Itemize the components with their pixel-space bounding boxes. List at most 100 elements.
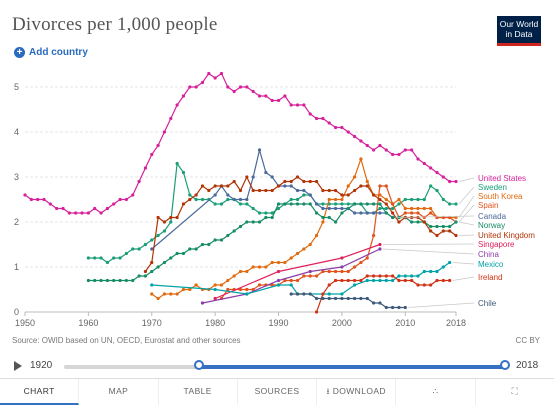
timeline-start-label: 1920 [30, 360, 53, 371]
timeline-selected-range [199, 365, 505, 369]
license-link[interactable]: CC BY [515, 336, 540, 345]
data-point [346, 130, 350, 134]
data-point [416, 283, 420, 287]
data-point [264, 170, 268, 175]
data-point [410, 211, 414, 215]
legend-connector [382, 248, 475, 255]
data-point [118, 256, 122, 260]
download-icon: ⭳ [326, 386, 330, 396]
fullscreen-icon[interactable]: ⛶ [511, 386, 518, 396]
data-point [441, 175, 445, 179]
download-label: DOWNLOAD [332, 386, 386, 396]
data-point [308, 202, 312, 206]
data-point [314, 274, 319, 278]
data-point [410, 274, 414, 278]
data-point [321, 296, 325, 301]
data-point [352, 134, 357, 139]
data-point [448, 260, 452, 265]
data-point [327, 215, 331, 220]
data-point [118, 278, 122, 283]
legend-label-sweden: Sweden [478, 183, 507, 192]
data-point [352, 278, 357, 283]
data-point [340, 269, 344, 274]
data-point [295, 103, 300, 107]
data-point [397, 305, 401, 310]
data-point [302, 103, 306, 107]
data-point [143, 242, 148, 247]
data-point [219, 184, 224, 188]
legend-label-ireland: Ireland [478, 273, 502, 282]
data-point [441, 265, 445, 269]
data-point [150, 269, 154, 274]
data-point [264, 265, 268, 269]
share-icon[interactable]: ∴ [396, 379, 476, 405]
data-point [156, 296, 160, 301]
data-point [327, 197, 331, 202]
tab-table[interactable]: TABLE [159, 379, 238, 405]
data-point [99, 256, 103, 260]
data-point [137, 247, 141, 251]
x-tick-label: 1980 [205, 318, 225, 328]
data-point [238, 85, 243, 89]
data-point [346, 296, 350, 301]
data-point [112, 278, 116, 283]
data-point [213, 238, 217, 242]
data-point [302, 247, 306, 251]
data-point [359, 278, 363, 283]
tab-map[interactable]: MAP [79, 379, 159, 405]
data-point [327, 283, 331, 287]
data-point [156, 233, 160, 238]
data-point [422, 197, 426, 202]
data-point [448, 202, 452, 206]
timeline-slider[interactable]: 1920 2018 [0, 356, 554, 378]
data-point [226, 193, 230, 197]
data-point [213, 184, 217, 188]
y-tick-label: 3 [14, 172, 19, 182]
data-point [429, 184, 433, 188]
timeline-end-handle[interactable] [500, 360, 510, 370]
data-point [340, 292, 344, 296]
data-point [314, 116, 319, 121]
data-point [359, 211, 363, 215]
data-point [257, 283, 262, 287]
data-point [289, 256, 293, 260]
data-point [289, 278, 293, 283]
data-point [295, 278, 300, 283]
play-icon[interactable] [14, 361, 22, 371]
data-point [175, 292, 179, 296]
data-point [162, 260, 167, 265]
data-point [150, 283, 154, 287]
data-point [441, 197, 445, 202]
data-point [207, 242, 211, 247]
data-point [251, 175, 255, 179]
data-point [188, 287, 192, 292]
data-point [314, 310, 319, 314]
data-point [55, 206, 59, 211]
timeline-start-handle[interactable] [194, 360, 204, 370]
data-point [340, 278, 344, 283]
data-point [346, 206, 350, 211]
data-point [80, 211, 84, 215]
data-point [448, 179, 452, 184]
y-tick-label: 1 [14, 262, 19, 272]
data-point [245, 269, 249, 274]
data-point [181, 170, 186, 175]
data-point [403, 206, 407, 211]
tab-download[interactable]: ⭳ DOWNLOAD [317, 379, 397, 405]
data-point [321, 188, 325, 193]
data-point [327, 206, 331, 211]
data-point [302, 179, 306, 184]
data-point [327, 269, 331, 274]
chart-tabs: CHART MAP TABLE SOURCES ⭳ DOWNLOAD ∴ ⛶ [0, 378, 554, 405]
add-country-button[interactable]: + Add country [14, 47, 88, 58]
data-point [340, 265, 344, 269]
tab-chart[interactable]: CHART [0, 379, 80, 405]
data-point [257, 211, 262, 215]
x-tick-label: 1990 [269, 318, 289, 328]
data-point [314, 202, 319, 206]
tab-sources[interactable]: SOURCES [238, 379, 318, 405]
data-point [150, 260, 154, 265]
data-point [162, 130, 167, 134]
data-point [378, 301, 382, 305]
owid-logo[interactable]: Our World in Data [497, 16, 541, 46]
